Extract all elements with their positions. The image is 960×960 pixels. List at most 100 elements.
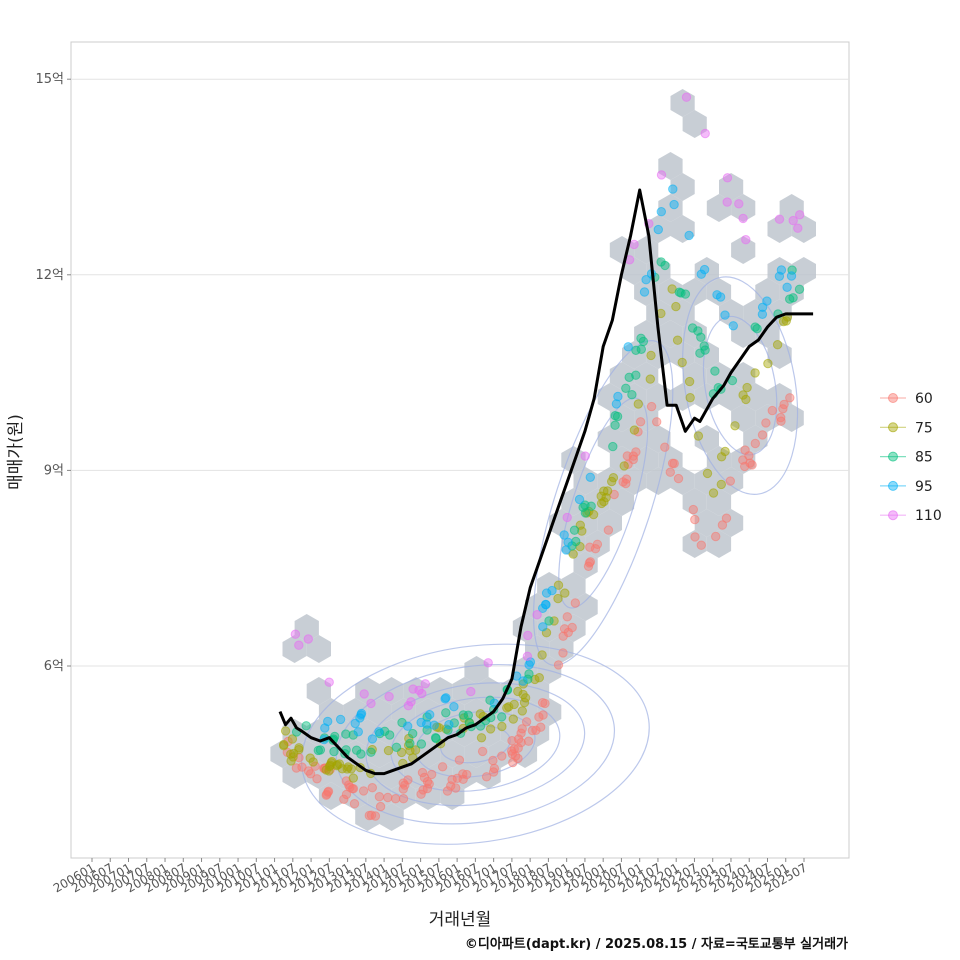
hexbin-cell — [525, 593, 550, 621]
data-point-85 — [621, 383, 631, 393]
data-point-95 — [639, 287, 650, 297]
data-point-85 — [408, 728, 418, 739]
data-point-95 — [574, 494, 585, 505]
hexbin-cell — [719, 509, 744, 537]
data-point-85 — [497, 712, 507, 722]
hexbin-cell — [428, 761, 453, 789]
contour-line — [702, 315, 778, 456]
data-point-85 — [544, 616, 554, 626]
data-point-75 — [684, 376, 695, 387]
data-point-95 — [425, 710, 435, 720]
hexbin-cell — [440, 782, 465, 810]
hexbin-cell — [670, 173, 695, 201]
data-point-60 — [489, 763, 500, 774]
data-point-60 — [364, 810, 374, 821]
data-point-60 — [779, 399, 789, 410]
hexbin-cell — [719, 467, 744, 495]
data-point-75 — [294, 743, 304, 753]
hexbin-cell — [294, 740, 319, 768]
hexbin-cell — [670, 467, 695, 495]
data-point-95 — [656, 207, 666, 217]
data-point-60 — [531, 725, 541, 735]
data-point-110 — [741, 235, 751, 245]
data-point-110 — [483, 658, 493, 668]
contour-line — [365, 682, 586, 807]
hexbin-cell — [646, 467, 671, 495]
data-point-60 — [349, 799, 360, 809]
data-point-85 — [366, 747, 376, 757]
data-point-60 — [776, 416, 786, 426]
data-point-95 — [757, 302, 768, 312]
data-point-75 — [608, 473, 619, 483]
data-point-95 — [416, 717, 426, 728]
trend-line — [278, 188, 814, 776]
data-point-60 — [497, 751, 507, 761]
data-point-60 — [665, 467, 675, 477]
legend-key-marker — [888, 422, 898, 433]
data-point-75 — [671, 301, 681, 312]
data-point-75 — [708, 488, 719, 498]
data-point-75 — [730, 421, 740, 431]
data-point-75 — [716, 452, 727, 462]
data-point-60 — [508, 757, 518, 768]
hexbin-cell — [573, 509, 598, 537]
hexbin-cell — [731, 362, 756, 390]
data-point-110 — [466, 686, 476, 697]
data-point-110 — [384, 691, 394, 702]
data-point-60 — [540, 698, 550, 709]
hexbin-cell — [646, 425, 671, 453]
data-point-60 — [717, 520, 728, 530]
data-point-85 — [660, 260, 670, 271]
data-point-85 — [430, 733, 441, 743]
data-point-95 — [356, 708, 367, 719]
data-point-60 — [339, 794, 349, 804]
hexbin-cell — [706, 278, 732, 306]
data-point-75 — [327, 756, 337, 767]
data-point-110 — [629, 239, 639, 250]
legend-key-marker — [888, 451, 898, 462]
data-point-95 — [441, 693, 451, 703]
y-tick-label: 15억 — [35, 72, 64, 87]
data-point-60 — [660, 442, 670, 452]
data-point-75 — [485, 724, 496, 734]
legend-label: 75 — [915, 420, 933, 436]
data-point-95 — [668, 184, 678, 194]
data-point-110 — [722, 173, 733, 183]
hexbin-cell — [440, 740, 465, 768]
density-contours — [300, 276, 799, 845]
legend: 60 75 85 95 110 — [880, 391, 942, 524]
data-point-85 — [441, 708, 451, 718]
data-point-60 — [417, 767, 428, 778]
data-point-110 — [788, 215, 798, 226]
data-point-95 — [728, 321, 738, 331]
hexbin-cell — [512, 698, 538, 726]
data-point-95 — [444, 720, 454, 730]
data-point-60 — [688, 504, 698, 515]
hexbin-cell — [512, 740, 538, 768]
data-point-85 — [385, 730, 395, 740]
data-point-85 — [710, 366, 720, 376]
data-point-95 — [641, 275, 651, 285]
hexbin-cell — [767, 257, 792, 285]
data-point-60 — [559, 624, 570, 634]
data-point-60 — [390, 794, 401, 804]
contour-line — [558, 397, 649, 609]
data-point-85 — [458, 710, 468, 720]
contour-line — [682, 276, 799, 495]
data-point-85 — [631, 345, 641, 355]
data-point-60 — [488, 767, 499, 777]
hexbin-cell — [694, 509, 719, 537]
scatter-points — [279, 92, 805, 821]
data-point-60 — [652, 417, 662, 427]
data-point-95 — [374, 727, 384, 737]
data-point-110 — [795, 210, 805, 220]
data-point-60 — [358, 786, 369, 796]
hexbin-cell — [391, 782, 416, 810]
data-point-95 — [367, 734, 378, 744]
data-point-85 — [627, 390, 637, 400]
data-point-85 — [580, 508, 591, 518]
data-point-60 — [750, 438, 760, 449]
data-point-110 — [562, 512, 572, 523]
data-point-95 — [782, 282, 792, 292]
data-point-75 — [348, 773, 358, 783]
